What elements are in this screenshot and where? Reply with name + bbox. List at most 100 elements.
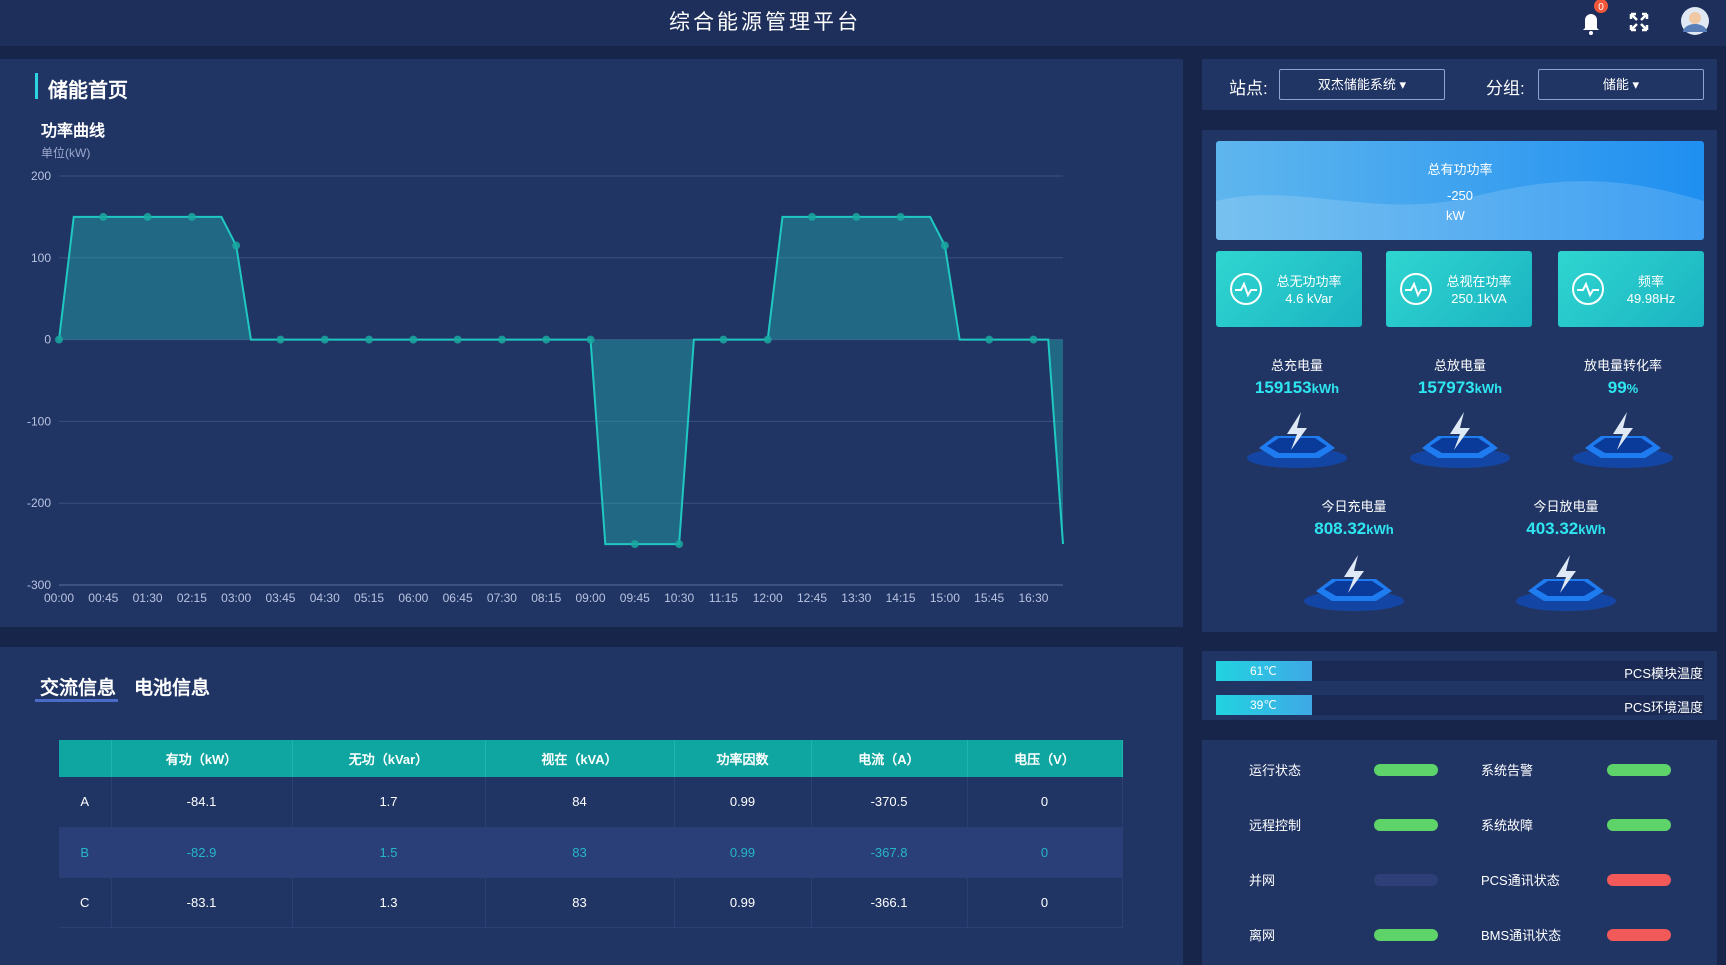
- group-value: 储能: [1602, 77, 1629, 92]
- total-power-banner: 总有功功率 -250 kW: [1216, 141, 1704, 240]
- tab[interactable]: 电池信息: [134, 678, 211, 699]
- stat-label: 放电量转化率: [1583, 358, 1662, 373]
- header-cell: 视在（kVA）: [485, 740, 675, 777]
- header-icons[interactable]: 0: [1565, 0, 1726, 46]
- point: [99, 212, 108, 221]
- status-pill: [1607, 764, 1671, 776]
- icon-ring: [1400, 273, 1432, 305]
- cell: -83.1: [111, 877, 293, 928]
- x-tick-label: 06:45: [443, 591, 473, 605]
- icon-glyph: [1405, 281, 1427, 298]
- stat-unit: %: [1626, 381, 1639, 396]
- stat-value-line: 403.32kWh: [1476, 519, 1656, 539]
- point: [940, 241, 949, 250]
- header-cell: 有功（kW）: [111, 740, 293, 777]
- cell: 1.7: [292, 777, 486, 828]
- stat-unit: kWh: [1578, 522, 1606, 537]
- status-pill: [1374, 929, 1438, 941]
- stat: 放电量转化率 99%: [1533, 355, 1713, 398]
- point: [985, 335, 994, 344]
- station-select[interactable]: 双杰储能系统 ▾: [1279, 69, 1445, 100]
- stat-label: 今日放电量: [1533, 499, 1599, 514]
- header-cell: 电压（V）: [967, 740, 1123, 777]
- y-tick-label: -100: [27, 414, 51, 428]
- station-value: 双杰储能系统: [1317, 77, 1396, 92]
- row-label: A: [59, 777, 112, 828]
- x-tick-label: 03:45: [265, 591, 295, 605]
- table-panel: 交流信息 电池信息 有功（kW） 无功（kVar） 视在（kVA） 功率因数 电流（A）…: [0, 647, 1183, 965]
- point: [55, 335, 63, 344]
- stat-value-line: 157973kWh: [1370, 378, 1550, 398]
- wave: [1216, 181, 1704, 240]
- card-value: 4.6 kVar: [1285, 291, 1333, 306]
- header-cell: 电流（A）: [811, 740, 968, 777]
- chart-title: 功率曲线: [41, 123, 106, 140]
- y-tick-label: 100: [31, 251, 51, 265]
- point: [1029, 335, 1038, 344]
- x-tick-label: 16:30: [1018, 591, 1048, 605]
- row: A -84.1 1.7 84 0.99 -370.5 0: [59, 777, 1123, 828]
- stat: 总放电量 157973kWh: [1370, 355, 1550, 398]
- icon-ring: [1230, 273, 1262, 305]
- point: [453, 335, 462, 344]
- stat-label: 总充电量: [1270, 358, 1323, 373]
- y-tick-label: -300: [27, 578, 51, 592]
- station-panel: 站点: 双杰储能系统 ▾ 分组: 储能 ▾: [1202, 59, 1717, 110]
- icon-ring: [1572, 273, 1604, 305]
- x-tick-label: 00:45: [88, 591, 118, 605]
- card-value: 250.1kVA: [1451, 291, 1507, 306]
- metric-card: 频率 49.98Hz: [1558, 251, 1704, 327]
- tab-underline: [35, 699, 118, 702]
- y-tick-label: 0: [44, 333, 51, 347]
- point: [365, 335, 374, 344]
- total-unit: kW: [1446, 208, 1465, 223]
- header-cell: 功率因数: [674, 740, 812, 777]
- status-pill: [1607, 929, 1671, 941]
- cell: 83: [485, 827, 675, 878]
- total-label: 总有功功率: [1427, 162, 1493, 177]
- cell: 84: [485, 777, 675, 828]
- point: [497, 335, 506, 344]
- x-tick-label: 02:15: [177, 591, 207, 605]
- app-title: 综合能源管理平台: [669, 10, 861, 34]
- stat: 今日放电量 403.32kWh: [1476, 496, 1656, 539]
- group-select[interactable]: 储能 ▾: [1538, 69, 1704, 100]
- row: C -83.1 1.3 83 0.99 -366.1 0: [59, 877, 1123, 928]
- row: B -82.9 1.5 83 0.99 -367.8 0: [59, 827, 1123, 878]
- panel-title: 储能首页: [48, 80, 128, 102]
- temp-label: PCS模块温度: [1624, 666, 1703, 681]
- header-cell: 无功（kVar）: [292, 740, 486, 777]
- tab-active[interactable]: 交流信息: [40, 678, 117, 699]
- y-tick-label: 200: [31, 169, 51, 183]
- stat: 总充电量 159153kWh: [1207, 355, 1387, 398]
- cell: 0.99: [674, 827, 812, 878]
- x-tick-label: 12:00: [753, 591, 783, 605]
- card-label: 总无功功率: [1276, 274, 1342, 289]
- point: [852, 212, 861, 221]
- cell: 83: [485, 877, 675, 928]
- stat-value-line: 159153kWh: [1207, 378, 1387, 398]
- x-tick-label: 09:45: [620, 591, 650, 605]
- point: [409, 335, 418, 344]
- card-icon: [1230, 273, 1262, 305]
- status-pill: [1374, 874, 1438, 886]
- stat-value-line: 99%: [1533, 378, 1713, 398]
- x-tick-label: 06:00: [398, 591, 428, 605]
- cell: -370.5: [811, 777, 968, 828]
- icon-glyph: [1577, 281, 1599, 298]
- stat-value-line: 808.32kWh: [1264, 519, 1444, 539]
- status-pill: [1374, 819, 1438, 831]
- x-tick-label: 12:45: [797, 591, 827, 605]
- x-tick-label: 10:30: [664, 591, 694, 605]
- cell: -367.8: [811, 827, 968, 878]
- card-icon: [1400, 273, 1432, 305]
- card-label: 频率: [1637, 274, 1664, 289]
- cell: 0: [967, 827, 1123, 878]
- stat: 今日充电量 808.32kWh: [1264, 496, 1444, 539]
- cell: -84.1: [111, 777, 293, 828]
- stat-value: 808.32: [1314, 519, 1367, 538]
- stat-unit: kWh: [1366, 522, 1394, 537]
- point: [675, 540, 684, 549]
- stat-value: 403.32: [1526, 519, 1579, 538]
- row-label: C: [59, 877, 112, 928]
